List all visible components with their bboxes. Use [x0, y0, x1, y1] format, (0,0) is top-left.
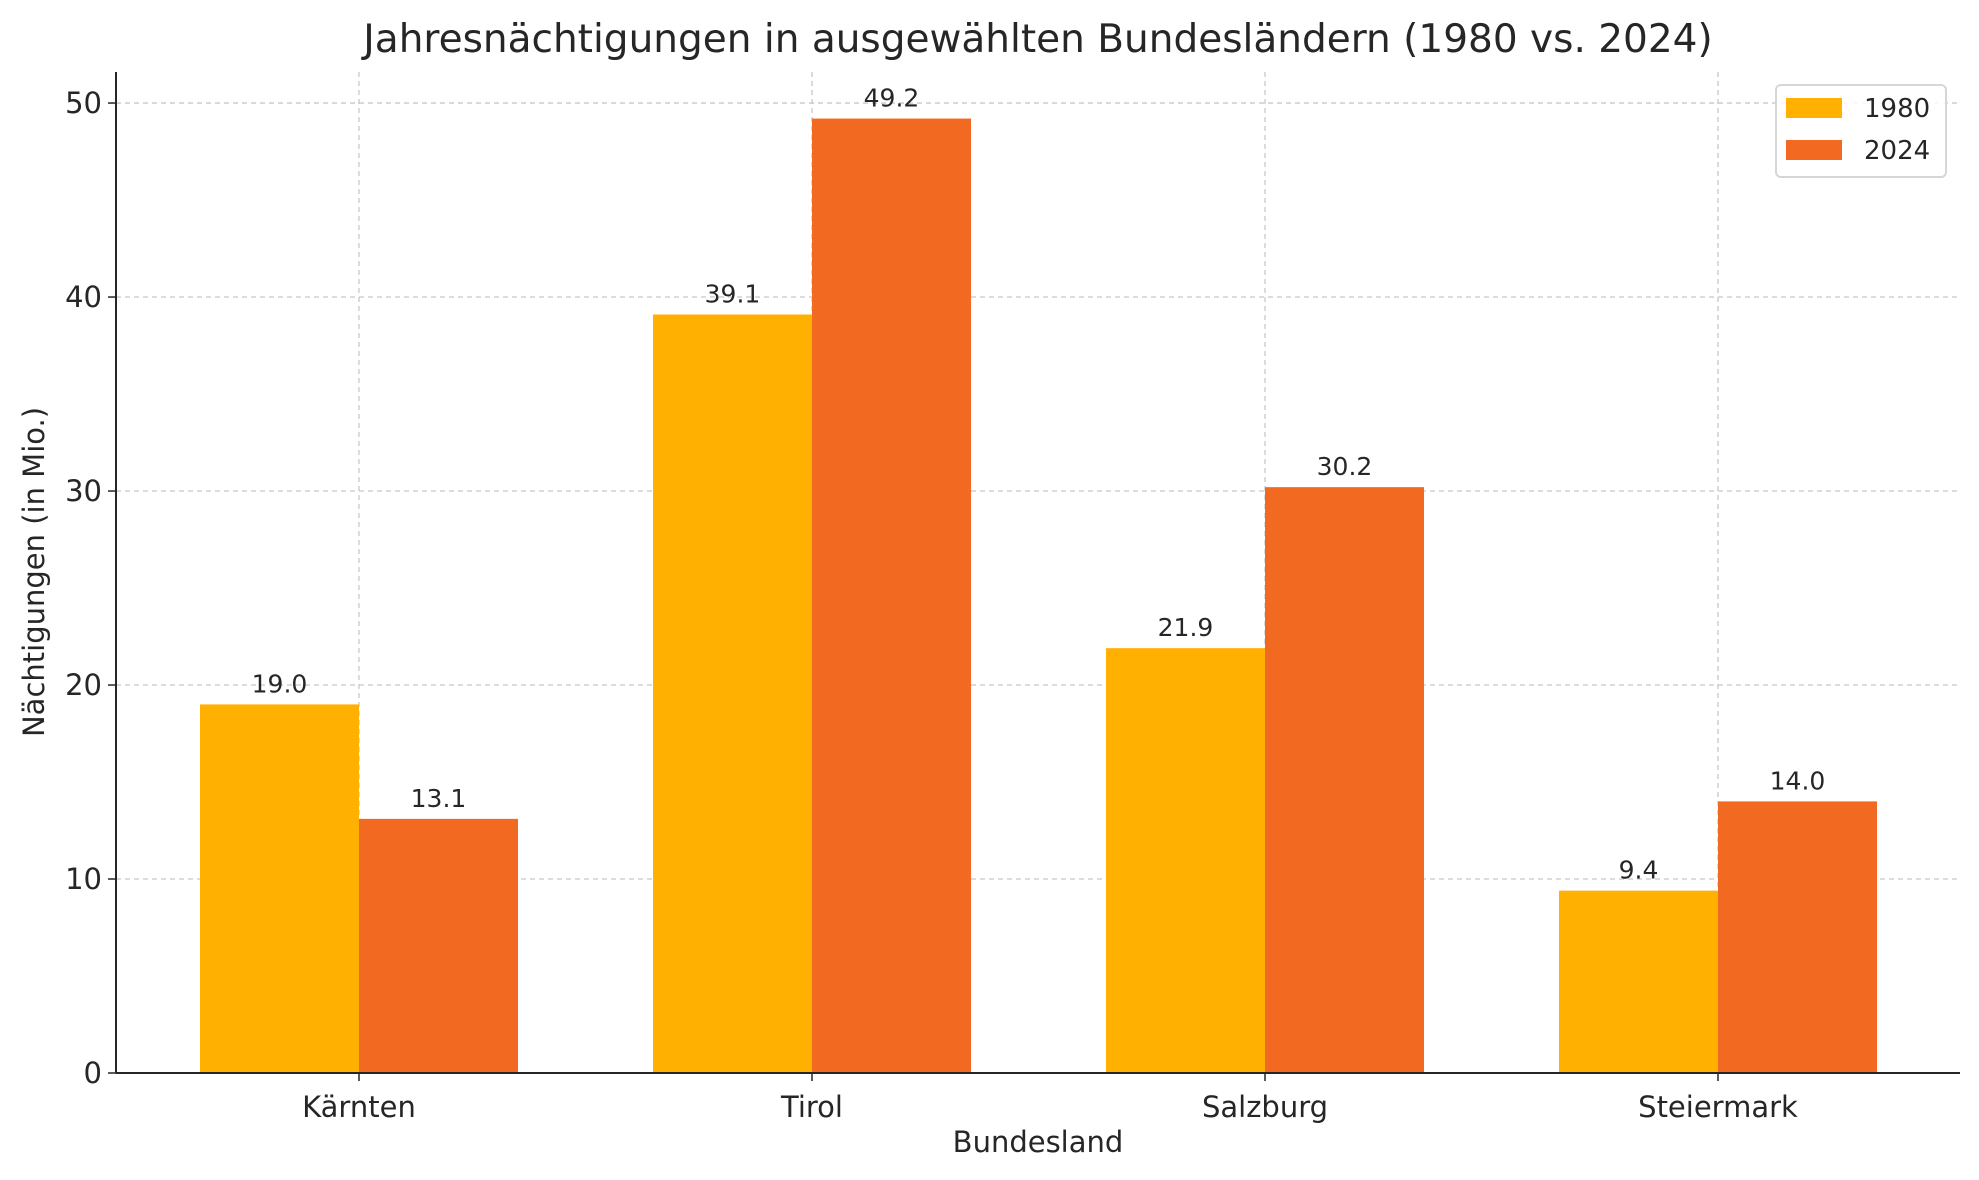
y-tick-label: 40	[65, 280, 102, 314]
bar-1980-Kärnten	[200, 704, 359, 1073]
bars	[200, 118, 1877, 1074]
y-tick-label: 50	[65, 86, 102, 120]
y-tick-label: 20	[65, 668, 102, 702]
x-tick-label: Steiermark	[1638, 1090, 1798, 1124]
bar-2024-Steiermark	[1718, 801, 1877, 1073]
bar-2024-Kärnten	[359, 818, 518, 1073]
data-label: 21.9	[1158, 613, 1214, 642]
legend: 1980 2024	[1775, 84, 1947, 178]
data-label: 30.2	[1317, 452, 1373, 481]
data-labels: 19.0 39.1 21.9 9.4 13.1 49.2 30.2 14.0	[252, 84, 1826, 885]
y-axis-label: Nächtigungen (in Mio.)	[17, 407, 51, 737]
data-label: 14.0	[1770, 766, 1826, 795]
legend-label: 1980	[1864, 94, 1930, 124]
bar-2024-Salzburg	[1265, 487, 1424, 1073]
bar-1980-Tirol	[653, 314, 812, 1073]
y-tick-label: 30	[65, 474, 102, 508]
data-label: 39.1	[705, 279, 761, 308]
data-label: 9.4	[1619, 856, 1659, 885]
x-tick-label: Kärnten	[302, 1090, 416, 1124]
y-tick-label: 10	[65, 862, 102, 896]
data-label: 19.0	[252, 669, 308, 698]
data-label: 49.2	[864, 84, 920, 113]
data-label: 13.1	[411, 784, 467, 813]
bar-2024-Tirol	[812, 118, 971, 1074]
axes: 0 10 20 30 40 50 Kärnten Tirol Salzburg Steiermar…	[65, 72, 1960, 1124]
legend-label: 2024	[1864, 136, 1930, 166]
legend-swatch-2024	[1786, 140, 1842, 160]
legend-swatch-1980	[1786, 98, 1842, 118]
x-axis-label: Bundesland	[953, 1125, 1124, 1159]
y-tick-label: 0	[84, 1056, 102, 1090]
x-tick-label: Tirol	[780, 1090, 843, 1124]
bar-1980-Steiermark	[1559, 890, 1718, 1073]
bar-1980-Salzburg	[1106, 648, 1265, 1073]
chart-title: Jahresnächtigungen in ausgewählten Bunde…	[360, 17, 1712, 62]
x-tick-label: Salzburg	[1202, 1090, 1328, 1124]
